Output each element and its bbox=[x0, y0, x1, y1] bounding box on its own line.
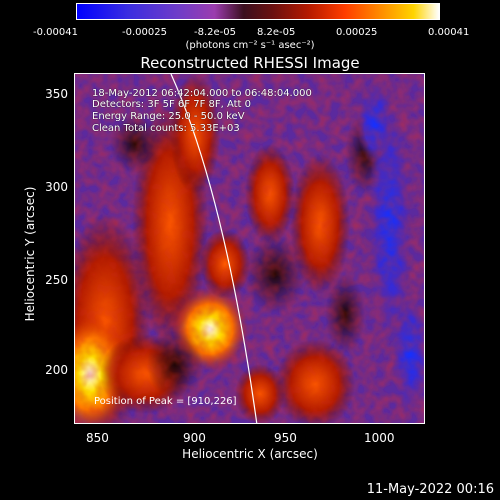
energy-range-text: Energy Range: 25.0 - 50.0 keV bbox=[92, 111, 245, 122]
colorbar-tick-2: -0.00025 bbox=[122, 27, 167, 38]
rhessi-image bbox=[75, 74, 424, 423]
x-tick-850: 850 bbox=[86, 431, 109, 445]
colorbar-tick-4: 8.2e-05 bbox=[257, 27, 296, 38]
y-tick-250: 250 bbox=[45, 273, 68, 287]
image-plot bbox=[74, 73, 425, 424]
plot-title: Reconstructed RHESSI Image bbox=[140, 54, 360, 72]
time-range-text: 18-May-2012 06:42:04.000 to 06:48:04.000 bbox=[92, 88, 312, 99]
solar-limb-line bbox=[170, 74, 258, 423]
colorbar bbox=[76, 3, 440, 20]
x-tick-1000: 1000 bbox=[364, 431, 395, 445]
y-tick-200: 200 bbox=[45, 363, 68, 377]
x-axis-label: Heliocentric X (arcsec) bbox=[182, 447, 318, 461]
colorbar-tick-1: -0.00041 bbox=[33, 27, 78, 38]
colorbar-tick-5: 0.00025 bbox=[336, 27, 378, 38]
peak-position-text: Position of Peak = [910,226] bbox=[94, 396, 237, 407]
colorbar-gradient bbox=[77, 4, 439, 19]
clean-counts-text: Clean Total counts: 5.33E+03 bbox=[92, 123, 240, 134]
detectors-text: Detectors: 3F 5F 6F 7F 8F, Att 0 bbox=[92, 99, 252, 110]
colorbar-unit: (photons cm⁻² s⁻¹ asec⁻²) bbox=[185, 40, 315, 51]
colorbar-tick-3: -8.2e-05 bbox=[194, 27, 236, 38]
colorbar-tick-6: 0.00041 bbox=[428, 27, 470, 38]
x-tick-900: 900 bbox=[183, 431, 206, 445]
y-tick-300: 300 bbox=[45, 180, 68, 194]
render-timestamp: 11-May-2022 00:16 bbox=[366, 482, 494, 497]
y-tick-350: 350 bbox=[45, 87, 68, 101]
x-tick-950: 950 bbox=[274, 431, 297, 445]
y-axis-label: Heliocentric Y (arcsec) bbox=[23, 186, 37, 322]
